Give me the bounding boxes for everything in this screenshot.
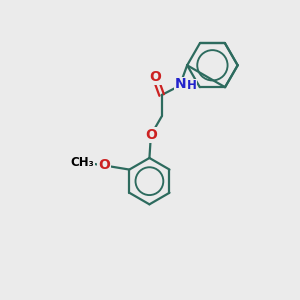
Text: N: N <box>174 77 186 91</box>
Text: CH₃: CH₃ <box>71 156 94 169</box>
Text: O: O <box>149 70 161 84</box>
Text: O: O <box>98 158 110 172</box>
Text: O: O <box>145 128 157 142</box>
Text: H: H <box>187 79 196 92</box>
